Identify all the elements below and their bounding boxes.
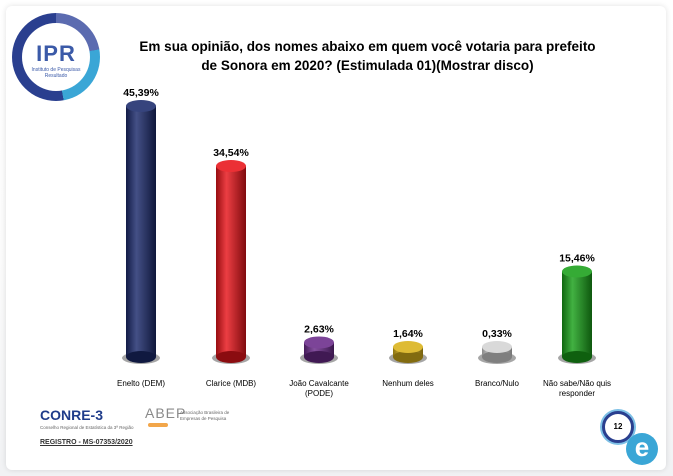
bar-bottom bbox=[393, 351, 423, 363]
category-label-line: João Cavalcante bbox=[289, 379, 349, 388]
bar bbox=[562, 271, 592, 357]
logo-subtitle: Instituto de Pesquisas Resultado bbox=[31, 67, 81, 79]
ipr-logo: IPR Instituto de Pesquisas Resultado bbox=[12, 13, 100, 101]
category-label-line: Nenhum deles bbox=[382, 379, 434, 388]
bar bbox=[126, 106, 156, 357]
abep-mark bbox=[148, 423, 168, 427]
value-label: 34,54% bbox=[213, 147, 249, 159]
value-label: 1,64% bbox=[393, 328, 423, 340]
category-label-line: Enelto (DEM) bbox=[117, 379, 165, 388]
bar-top bbox=[562, 265, 592, 278]
logo-hole bbox=[22, 23, 90, 91]
bar bbox=[216, 165, 246, 357]
abep-subtitle: Associação Brasileira de Empresas de Pes… bbox=[180, 410, 230, 421]
category-label-line: Branco/Nulo bbox=[475, 379, 520, 388]
value-label: 45,39% bbox=[123, 87, 159, 99]
chart-title: Em sua opinião, dos nomes abaixo em quem… bbox=[115, 37, 620, 75]
chart-title-line-1: Em sua opinião, dos nomes abaixo em quem… bbox=[139, 39, 596, 54]
bar-top bbox=[393, 341, 423, 353]
bar-bottom bbox=[482, 351, 512, 363]
category-label: Clarice (MDB) bbox=[206, 379, 257, 388]
category-label: João Cavalcante (PODE) bbox=[289, 379, 349, 398]
chart-title-line-2: de Sonora em 2020? (Estimulada 01)(Mostr… bbox=[201, 58, 534, 73]
category-label: Enelto (DEM) bbox=[117, 379, 165, 388]
bar-top bbox=[482, 341, 512, 353]
value-label: 15,46% bbox=[559, 253, 595, 265]
conre-subtitle: Conselho Regional de Estatística da 3ª R… bbox=[40, 425, 134, 430]
bar-top bbox=[304, 336, 334, 349]
conre-logo: CONRE-3 bbox=[40, 407, 104, 423]
value-label: 2,63% bbox=[304, 323, 334, 335]
bar-bottom bbox=[216, 351, 246, 363]
category-label-line: responder bbox=[559, 389, 595, 398]
bar-top bbox=[126, 100, 156, 112]
slide-frame bbox=[6, 6, 666, 470]
page-number-badge: 12 bbox=[602, 411, 634, 443]
bar-top bbox=[216, 159, 246, 172]
registro-text: REGISTRO - MS-07353/2020 bbox=[40, 439, 133, 446]
bar-bottom bbox=[126, 351, 156, 363]
bar-bottom bbox=[562, 351, 592, 363]
category-label: Nenhum deles bbox=[382, 379, 434, 388]
e-logo-icon: e bbox=[626, 433, 658, 465]
abep-logo: ABEP bbox=[145, 405, 187, 421]
category-label: Não sabe/Não quis responder bbox=[543, 379, 611, 398]
category-label-line: Não sabe/Não quis bbox=[543, 379, 611, 388]
category-label: Branco/Nulo bbox=[475, 379, 520, 388]
logo-text: IPR bbox=[36, 41, 76, 66]
bar-bottom bbox=[304, 351, 334, 363]
category-label-line: Clarice (MDB) bbox=[206, 379, 257, 388]
category-label-line: (PODE) bbox=[305, 389, 333, 398]
value-label: 0,33% bbox=[482, 328, 512, 340]
